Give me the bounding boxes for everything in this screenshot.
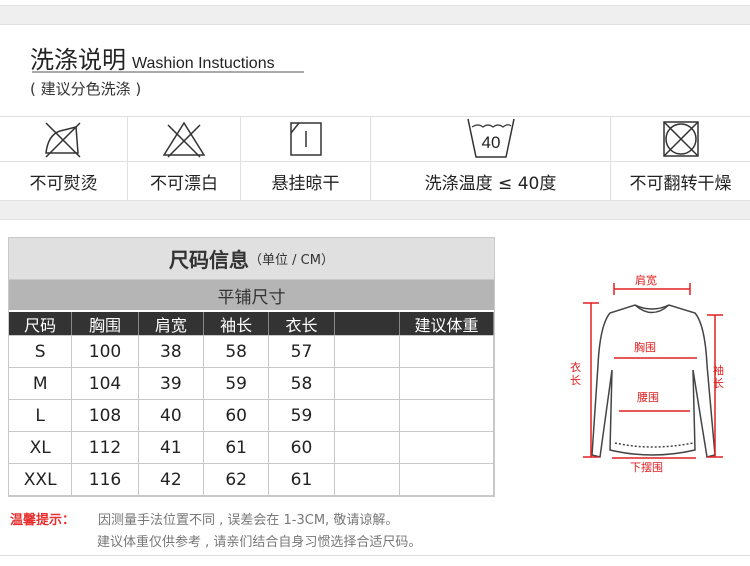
table-cell: 61 [204, 432, 270, 463]
length-label: 衣长 [570, 361, 581, 387]
table-cell: 39 [139, 368, 204, 399]
table-cell: L [9, 400, 73, 431]
table-cell: 61 [269, 464, 335, 495]
table-cell: 40 [139, 400, 204, 431]
sleeve-label: 袖长 [713, 364, 724, 390]
unit-label: （单位 / CM） [249, 253, 334, 268]
column-header: 建议体重 [400, 312, 494, 335]
care-label: 洗涤温度 ≤ 40度 [371, 162, 611, 200]
notes-label: 温馨提示： [10, 513, 76, 528]
table-cell: 38 [139, 336, 204, 367]
table-cell [335, 432, 400, 463]
column-header: 尺码 [9, 312, 73, 335]
table-row: L 108 40 60 59 [9, 400, 494, 432]
table-cell: 42 [139, 464, 204, 495]
column-header: 胸围 [72, 312, 139, 335]
divider [0, 555, 750, 556]
table-cell: XL [9, 432, 73, 463]
table-cell [400, 464, 494, 495]
care-title: 洗涤说明 Washion Instuctions [30, 46, 275, 74]
table-row: S 100 38 58 57 [9, 336, 494, 368]
care-label: 悬挂晾干 [241, 162, 371, 200]
column-header: 袖长 [204, 312, 270, 335]
table-cell: 57 [269, 336, 335, 367]
table-cell: 62 [204, 464, 270, 495]
table-cell: 60 [269, 432, 335, 463]
divider [32, 71, 304, 73]
svg-text:40: 40 [481, 133, 500, 152]
table-cell: 59 [204, 368, 270, 399]
table-cell: 60 [204, 400, 270, 431]
care-title-en: Washion Instuctions [132, 55, 275, 72]
table-cell [335, 464, 400, 495]
table-cell [400, 336, 494, 367]
table-cell [400, 400, 494, 431]
table-cell: 59 [269, 400, 335, 431]
column-header: 肩宽 [139, 312, 204, 335]
care-label: 不可翻转干燥 [629, 173, 732, 194]
care-subtitle: ( 建议分色洗涤 ) [30, 80, 142, 98]
wash-40-icon: 40 [371, 117, 611, 161]
table-cell: 108 [72, 400, 139, 431]
table-row: M 104 39 59 58 [9, 368, 494, 400]
table-cell: S [9, 336, 73, 367]
table-header: 尺码 胸围 肩宽 袖长 衣长 建议体重 [9, 312, 494, 336]
table-cell: 58 [269, 368, 335, 399]
size-table: 尺码信息 （单位 / CM） 平铺尺寸 尺码 胸围 肩宽 袖长 衣长 建议体重 S 100 38… [8, 237, 495, 497]
table-cell: M [9, 368, 73, 399]
no-iron-icon [0, 117, 128, 161]
care-label: 不可熨烫 [0, 162, 128, 200]
care-label: 不可漂白 [128, 162, 241, 200]
column-header [335, 312, 400, 335]
waist-label: 腰围 [637, 391, 659, 404]
hang-dry-icon [241, 117, 371, 161]
table-cell [400, 432, 494, 463]
table-cell: 116 [72, 464, 139, 495]
note-line-1: 因测量手法位置不同 , 误差会在 1-3CM, 敬请谅解。 [98, 513, 399, 528]
no-bleach-icon [128, 117, 241, 161]
table-cell [335, 400, 400, 431]
bottom-band [0, 200, 750, 220]
table-cell: 41 [139, 432, 204, 463]
note-line-2: 建议体重仅供参考 , 请亲们结合自身习惯选择合适尺码。 [97, 535, 422, 550]
hem-label: 下摆围 [630, 461, 663, 474]
table-cell: 58 [204, 336, 270, 367]
table-row: XXL 116 42 62 61 [9, 464, 494, 496]
care-icons-row: 40 [0, 116, 750, 162]
table-cell [335, 368, 400, 399]
no-tumble-dry-icon [611, 117, 750, 161]
table-row: XL 112 41 61 60 [9, 432, 494, 464]
chest-label: 胸围 [634, 341, 656, 354]
size-table-title: 尺码信息 （单位 / CM） [9, 238, 494, 280]
column-header: 衣长 [269, 312, 335, 335]
care-labels-row: 不可熨烫 不可漂白 悬挂晾干 洗涤温度 ≤ 40度 不可翻转干燥 [0, 162, 750, 200]
table-cell [400, 368, 494, 399]
shirt-diagram [583, 283, 723, 459]
top-band [0, 5, 750, 25]
size-table-subtitle: 平铺尺寸 [9, 280, 494, 312]
table-cell: 104 [72, 368, 139, 399]
table-cell: 112 [72, 432, 139, 463]
table-cell: XXL [9, 464, 73, 495]
table-cell [335, 336, 400, 367]
shoulder-label: 肩宽 [635, 274, 657, 287]
table-cell: 100 [72, 336, 139, 367]
